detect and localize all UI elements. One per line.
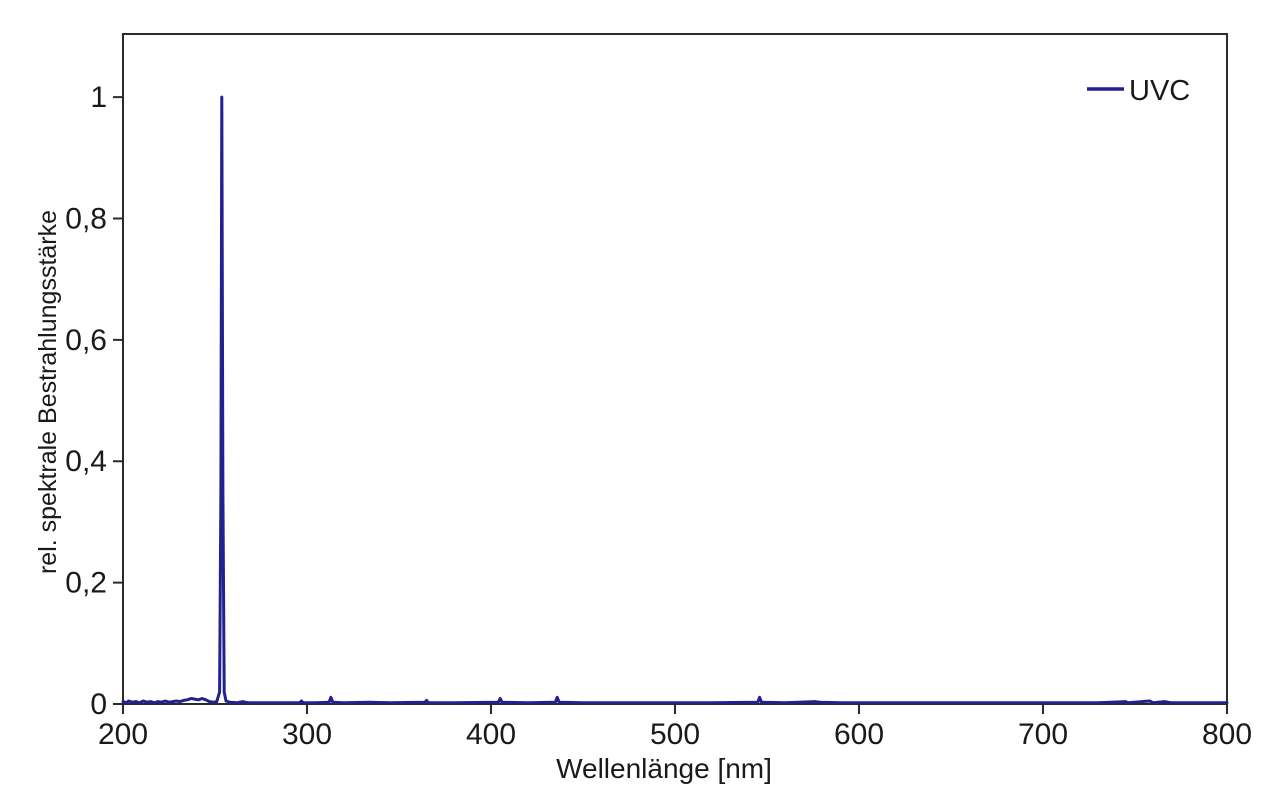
y-tick-label: 0,4 bbox=[65, 445, 107, 478]
x-tick-label: 400 bbox=[466, 718, 516, 751]
x-tick-label: 600 bbox=[834, 718, 884, 751]
y-tick-label: 1 bbox=[90, 81, 107, 114]
x-tick-label: 200 bbox=[98, 718, 148, 751]
series-line-uvc bbox=[121, 95, 1229, 705]
legend: UVC bbox=[1087, 75, 1190, 107]
x-tick-label: 700 bbox=[1018, 718, 1068, 751]
x-axis-title: Wellenlänge [nm] bbox=[556, 753, 772, 784]
y-axis-title: rel. spektrale Bestrahlungsstärke bbox=[34, 210, 62, 574]
x-tick-label: 300 bbox=[282, 718, 332, 751]
y-tick-label: 0,6 bbox=[65, 324, 107, 357]
x-tick-label: 500 bbox=[650, 718, 700, 751]
y-tick-label: 0,8 bbox=[65, 202, 107, 235]
plot-frame bbox=[122, 33, 1228, 705]
x-tick-label: 800 bbox=[1202, 718, 1252, 751]
legend-label-uvc: UVC bbox=[1129, 75, 1190, 107]
y-tick-label: 0,2 bbox=[65, 567, 107, 600]
y-tick-label: 0 bbox=[90, 688, 107, 721]
